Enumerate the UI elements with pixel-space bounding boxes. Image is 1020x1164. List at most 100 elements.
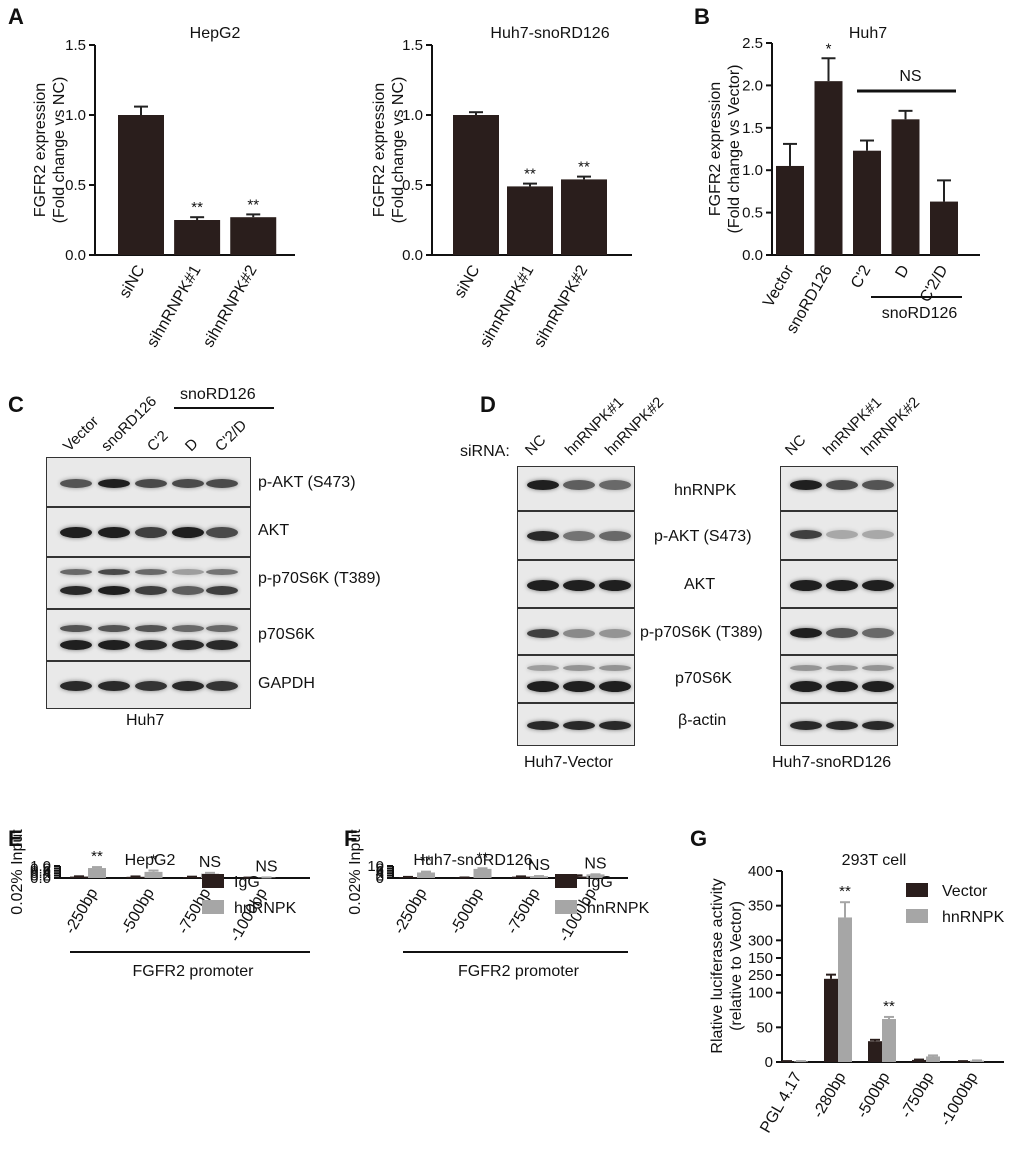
y-tick-label: 1.0 [402,107,423,124]
blot-band [790,720,822,730]
blot-band [527,579,559,591]
blot-band [98,569,130,575]
y-tick-label: 100 [748,985,773,1002]
blot-band [790,665,822,671]
blot-c-row-label: p70S6K [258,626,315,643]
y-tick-label: 250 [748,967,773,984]
blot-band [563,720,595,730]
blot-d-row-label: AKT [684,576,716,593]
blot-band [826,628,858,638]
legend-swatch [906,883,928,897]
y-tick-label: 150 [748,950,773,967]
x-tick-label: D [892,263,913,282]
legend-label: hnRNPK [587,900,650,917]
blot-band [98,478,130,488]
y-tick-label: 1.0 [30,858,51,875]
blot-band [862,665,894,671]
blot-c-row-label: p-p70S6K (T389) [258,570,381,587]
y-tick-label: 0.5 [402,177,423,194]
blot-band [862,680,894,692]
blot-band [206,478,238,488]
significance-label: ** [477,849,489,866]
x-tick-label: siNC [116,263,148,302]
x-tick-label: -750bp [898,1069,938,1121]
blot-band [826,680,858,692]
blot-d-left-row [517,655,635,703]
blot-d-right-row [780,560,898,608]
blot-d-right-label: Huh7-snoRD126 [772,754,892,771]
significance-label: * [151,852,157,869]
blot-band [135,478,167,488]
blot-band [206,681,238,691]
blot-band [826,480,858,490]
panel-label-g: G [690,826,708,851]
blot-c-row [46,557,251,609]
blot-band [826,579,858,591]
blot-band [790,579,822,591]
bar [473,868,492,878]
blot-band [790,529,822,539]
blot-band [599,579,631,591]
blot-band [60,569,92,575]
blot-d-right-row [780,466,898,511]
blot-band [172,526,204,538]
x-tick-label: -280bp [810,1069,850,1121]
blot-band [172,640,204,650]
y-tick-label: 8 [376,860,384,877]
blot-band [98,585,130,595]
y-tick-label: 0.0 [402,247,423,264]
blot-band [60,526,92,538]
legend-label: hnRNPK [942,909,1005,926]
bar [891,119,920,255]
blot-band [563,665,595,671]
significance-label: ** [247,196,259,213]
blot-c-row [46,507,251,557]
y-tick-label: 2.0 [742,77,763,94]
significance-label: NS [255,858,277,875]
y-tick-label: 0.0 [65,247,86,264]
blot-band [563,579,595,591]
bar [794,1061,808,1062]
y-tick-label: 400 [748,863,773,880]
y-axis-label: 0.02% Input [347,829,364,915]
blot-c-row [46,661,251,709]
blot-c-group-line [174,407,274,409]
bar [824,978,838,1062]
blot-d-row-label: β-actin [678,712,727,729]
y-tick-label: 0 [765,1054,773,1071]
blot-band [862,579,894,591]
blot-band [527,720,559,730]
blot-d-row-label: p-AKT (S473) [654,528,752,545]
blot-c-row-label: p-AKT (S473) [258,474,356,491]
blot-band [172,624,204,632]
bar [399,877,417,878]
blot-d-left-row [517,466,635,511]
significance-label: NS [528,857,550,874]
y-tick-label: 1.5 [742,120,763,137]
x-tick-label: -500bp [118,885,158,937]
blot-band [527,531,559,541]
bar [512,876,530,878]
x-tick-label: -750bp [504,885,544,937]
blot-band [790,680,822,692]
significance-label: ** [91,848,103,865]
y-tick-label: 1.5 [402,37,423,54]
x-tick-label: -500bp [447,885,487,937]
bar [417,872,435,878]
bar [930,201,958,255]
chart-title: 293T cell [842,852,907,869]
bar [912,1059,926,1062]
blot-d-right-row [780,511,898,560]
bar [118,115,164,255]
blot-c-row [46,457,251,507]
y-tick-label: 4 [376,865,384,882]
y-tick-label: 0.5 [742,205,763,222]
bar [530,876,548,878]
blot-d-row-label: p70S6K [675,670,732,687]
blot-d-right-row [780,608,898,655]
bar [183,877,201,878]
legend-swatch [555,874,577,888]
legend-swatch [202,900,224,914]
bar [853,150,881,255]
ns-label: NS [899,68,921,85]
